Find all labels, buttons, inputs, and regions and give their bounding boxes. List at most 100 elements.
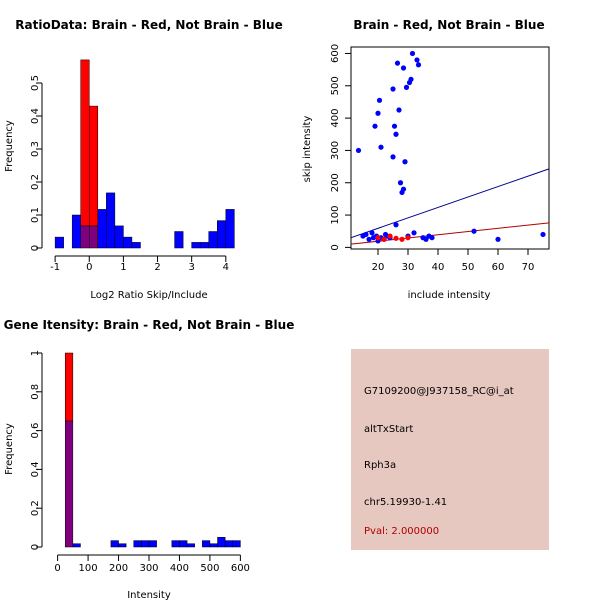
x-tick-label: 70 [522,262,535,273]
y-tick-label: 500 [330,76,341,95]
y-tick-label: 400 [330,109,341,128]
ratio-histogram-xlabel: Log2 Ratio Skip/Include [90,290,207,301]
point-not-brain [391,123,398,129]
point-not-brain [400,65,407,71]
intensity-scatter-xlabel: include intensity [408,290,491,301]
x-tick-label: 400 [170,563,189,574]
point-brain [381,236,387,242]
point-brain [399,236,405,242]
x-tick-label: 20 [372,262,385,273]
point-not-brain [393,222,399,228]
point-not-brain [376,97,383,103]
y-tick-label: 0.1 [30,207,41,223]
y-tick-label: 0 [330,244,341,250]
point-not-brain [390,86,396,92]
y-tick-label: 200 [330,173,341,192]
hist-bar-not-brain [225,209,235,249]
hist-bar-not-brain [217,220,227,249]
point-brain [387,233,393,239]
point-not-brain [366,236,372,242]
hist-bar-not-brain [133,540,142,548]
info-panel: G7109200@J937158_RC@i_at altTxStart Rph3… [351,349,549,550]
hist-bar-not-brain [191,242,201,249]
ratio-histogram-ylabel: Frequency [4,120,15,172]
intensity-scatter: Brain - Red, Not Brain - Blue include in… [302,18,550,301]
y-tick-label: 0.6 [30,423,41,439]
probe-id: G7109200@J937158_RC@i_at [364,386,514,397]
plot-box [350,46,550,250]
point-not-brain [378,144,384,150]
point-not-brain [415,62,422,68]
x-tick-label: 60 [492,262,505,273]
hist-bar-overlap [64,420,74,548]
hist-bar-overlap [80,225,90,249]
hist-bar-brain [89,105,99,227]
y-tick-label: 1 [30,350,41,356]
hist-bar-not-brain [118,543,127,548]
hist-bar-not-brain [71,214,81,249]
y-tick-label: 0.2 [30,174,41,190]
y-tick-label: 0.5 [30,75,41,91]
x-tick-label: 4 [223,262,229,273]
y-tick-label: 0 [30,544,41,550]
intensity-scatter-title: Brain - Red, Not Brain - Blue [353,18,544,32]
hist-bar-not-brain [179,540,188,548]
hist-bar-not-brain [141,540,150,548]
hist-bar-not-brain [232,540,241,548]
gene-intensity-histogram-title: Gene Itensity: Brain - Red, Not Brain - … [4,318,295,332]
x-tick-label: 600 [231,563,250,574]
x-tick-label: 500 [200,563,219,574]
y-tick-label: 0.2 [30,500,41,516]
point-not-brain [495,236,501,242]
point-not-brain [363,231,369,238]
ratio-histogram-title: RatioData: Brain - Red, Not Brain - Blue [15,18,282,32]
x-tick-label: 0 [86,262,92,273]
hist-bar-not-brain [217,537,226,548]
hist-bar-brain [80,59,90,227]
y-tick-label: 600 [330,44,341,63]
point-not-brain [390,154,396,160]
point-not-brain [402,159,408,165]
point-brain [375,235,381,241]
y-tick-label: 0.3 [30,141,41,157]
gene-intensity-histogram: Gene Itensity: Brain - Red, Not Brain - … [4,318,295,600]
hist-bar-not-brain [72,543,81,548]
y-tick-label: 100 [330,206,341,225]
x-tick-label: 300 [139,563,158,574]
hist-bar-brain [64,352,74,422]
hist-bar-not-brain [54,236,64,249]
point-not-brain [411,230,417,236]
point-brain [393,235,399,241]
point-not-brain [372,123,378,129]
genomic-location: chr5.19930-1.41 [364,497,448,508]
hist-bar-not-brain [174,231,184,249]
point-not-brain [375,110,381,116]
y-tick-label: 300 [330,141,341,160]
point-not-brain [471,228,477,234]
x-tick-label: 100 [79,563,98,574]
x-tick-label: 3 [188,262,194,273]
y-tick-label: 0.4 [30,461,41,477]
x-tick-label: 0 [54,563,60,574]
point-not-brain [408,76,414,82]
hist-bar-not-brain [186,543,195,548]
point-not-brain [393,131,399,137]
hist-bar-not-brain [114,225,124,249]
hist-bar-not-brain [199,242,209,249]
x-tick-label: 40 [432,262,445,273]
pval-text: Pval: 2.000000 [364,526,440,537]
ratio-histogram: RatioData: Brain - Red, Not Brain - Blue… [4,18,283,301]
point-not-brain [396,107,402,113]
point-not-brain [403,84,410,90]
point-not-brain [355,147,362,154]
x-tick-label: 200 [109,563,128,574]
point-not-brain [400,186,407,192]
fit-line-brain [350,222,550,245]
hist-bar-not-brain [148,540,157,548]
hist-bar-not-brain [123,236,133,249]
x-tick-label: 1 [120,262,126,273]
hist-bar-not-brain [106,192,116,249]
hist-bar-not-brain [202,540,211,548]
point-not-brain [540,231,546,238]
